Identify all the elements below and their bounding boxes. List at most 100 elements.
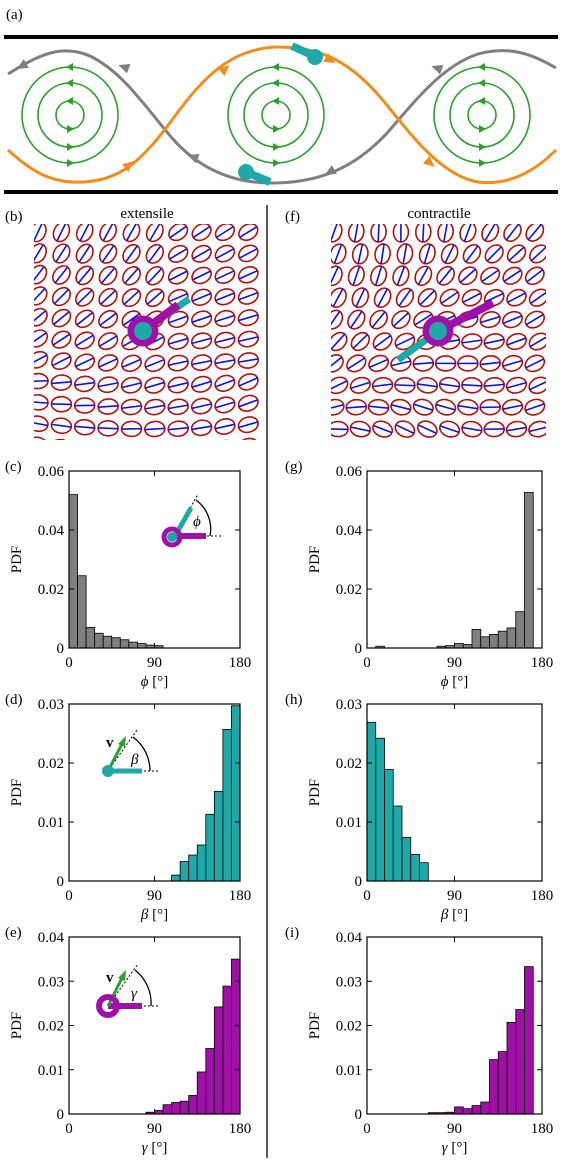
director-cell	[190, 419, 213, 437]
director-cell	[122, 266, 141, 286]
director-cell	[412, 398, 434, 416]
director-cell	[439, 288, 460, 307]
vortex-ring	[55, 100, 85, 130]
director-cell	[414, 265, 433, 287]
director-cell	[331, 354, 344, 373]
director-cell	[97, 376, 119, 394]
x-tick-label: 0	[363, 655, 371, 671]
director-cell	[483, 333, 505, 350]
x-tick-label: 180	[531, 1121, 554, 1137]
director-cell	[259, 242, 284, 264]
x-axis-label: ϕ [°]	[141, 674, 169, 690]
director-cell	[388, 439, 413, 463]
director-cell	[51, 352, 72, 370]
histogram-bar	[188, 1095, 198, 1115]
director-cell	[331, 331, 348, 352]
y-tick-label: 0.01	[336, 1063, 362, 1079]
director-cell	[144, 398, 166, 416]
histogram-bar	[524, 492, 534, 649]
histogram-bar	[515, 1009, 525, 1115]
chart-beta-extensile: 0 90 180 0 0.01 0.02 0.03 PDF β [°]	[9, 697, 251, 923]
director-cell	[434, 355, 457, 372]
histogram-bar	[179, 1100, 190, 1115]
director-cell	[259, 220, 284, 243]
director-cell	[259, 369, 284, 391]
director-cell	[73, 397, 96, 414]
x-tick-label: 90	[447, 1121, 462, 1137]
director-cell	[524, 398, 546, 416]
director-cell	[50, 395, 73, 413]
director-cell	[331, 309, 344, 330]
x-tick-label: 90	[447, 888, 462, 904]
director-cell	[214, 374, 236, 392]
y-tick-label: 0.04	[38, 930, 65, 946]
x-tick-label: 0	[65, 655, 73, 671]
director-cell	[346, 354, 367, 373]
x-tick-label: 90	[147, 655, 162, 671]
director-cell	[237, 244, 259, 263]
director-cell	[503, 224, 522, 242]
vortex-arrow	[478, 97, 485, 105]
inset-beta-symbol: β	[130, 752, 139, 768]
panel-label-d: (d)	[5, 692, 23, 708]
director-cell	[261, 350, 283, 368]
vortex-arrow	[479, 143, 486, 151]
director-cell	[414, 224, 432, 243]
y-tick-label: 0.02	[38, 756, 64, 772]
histogram-bar	[85, 626, 96, 649]
director-cell	[479, 398, 501, 416]
x-tick-label: 0	[65, 1121, 73, 1137]
vortex-arrow	[66, 63, 73, 71]
histogram-bar	[506, 627, 517, 649]
director-cell	[480, 266, 501, 285]
director-cell	[549, 329, 562, 353]
y-tick-label: 0	[355, 1107, 363, 1123]
histogram-bar	[506, 1022, 517, 1115]
director-cell	[237, 394, 259, 412]
director-cell	[549, 285, 562, 310]
inset-gamma-symbol: γ	[131, 986, 138, 1002]
director-cell	[167, 332, 189, 350]
director-cell	[524, 442, 545, 459]
director-cell	[214, 396, 236, 414]
histogram-bar	[410, 854, 420, 882]
director-cell	[50, 417, 73, 435]
director-cell	[479, 355, 501, 372]
y-tick-label: 0.04	[336, 523, 363, 539]
director-cell	[122, 224, 141, 243]
histogram-bar	[119, 639, 130, 649]
panel-label-b: (b)	[5, 209, 23, 225]
inset-phi-symbol: ϕ	[193, 514, 201, 530]
y-tick-label: 0.02	[336, 756, 362, 772]
histogram-bar	[231, 705, 241, 882]
director-cell	[260, 307, 283, 327]
y-tick-label: 0.02	[38, 582, 64, 598]
y-axis-label: PDF	[9, 779, 25, 807]
director-cell	[97, 332, 119, 351]
chart-gamma-contractile: 0 90 180 0 0.01 0.02 0.03 0.04 PDF γ [°]	[307, 930, 553, 1156]
director-cell	[456, 441, 479, 460]
panel-label-h: (h)	[285, 692, 303, 708]
panel-label-f: (f)	[285, 209, 300, 225]
vortex-arrow	[272, 79, 279, 87]
director-cell	[237, 373, 259, 391]
trajectory-arrowhead	[187, 154, 200, 164]
trajectory-arrows	[16, 53, 444, 175]
vortex-arrow	[67, 125, 74, 133]
histogram-bar	[471, 629, 482, 649]
director-cell	[501, 398, 524, 416]
director-cell	[51, 308, 72, 328]
x-axis-label: γ [°]	[142, 1140, 168, 1156]
director-cell	[331, 224, 343, 243]
director-cell	[237, 352, 260, 369]
director-cell	[370, 224, 387, 243]
x-tick-label: 180	[229, 655, 252, 671]
director-cell	[412, 355, 435, 372]
vortex-arrow	[478, 63, 485, 71]
vortex-arrow	[67, 143, 74, 151]
director-cell	[74, 353, 96, 372]
director-cell	[237, 309, 259, 327]
director-cell	[191, 441, 212, 458]
vortex-ring	[261, 100, 291, 130]
